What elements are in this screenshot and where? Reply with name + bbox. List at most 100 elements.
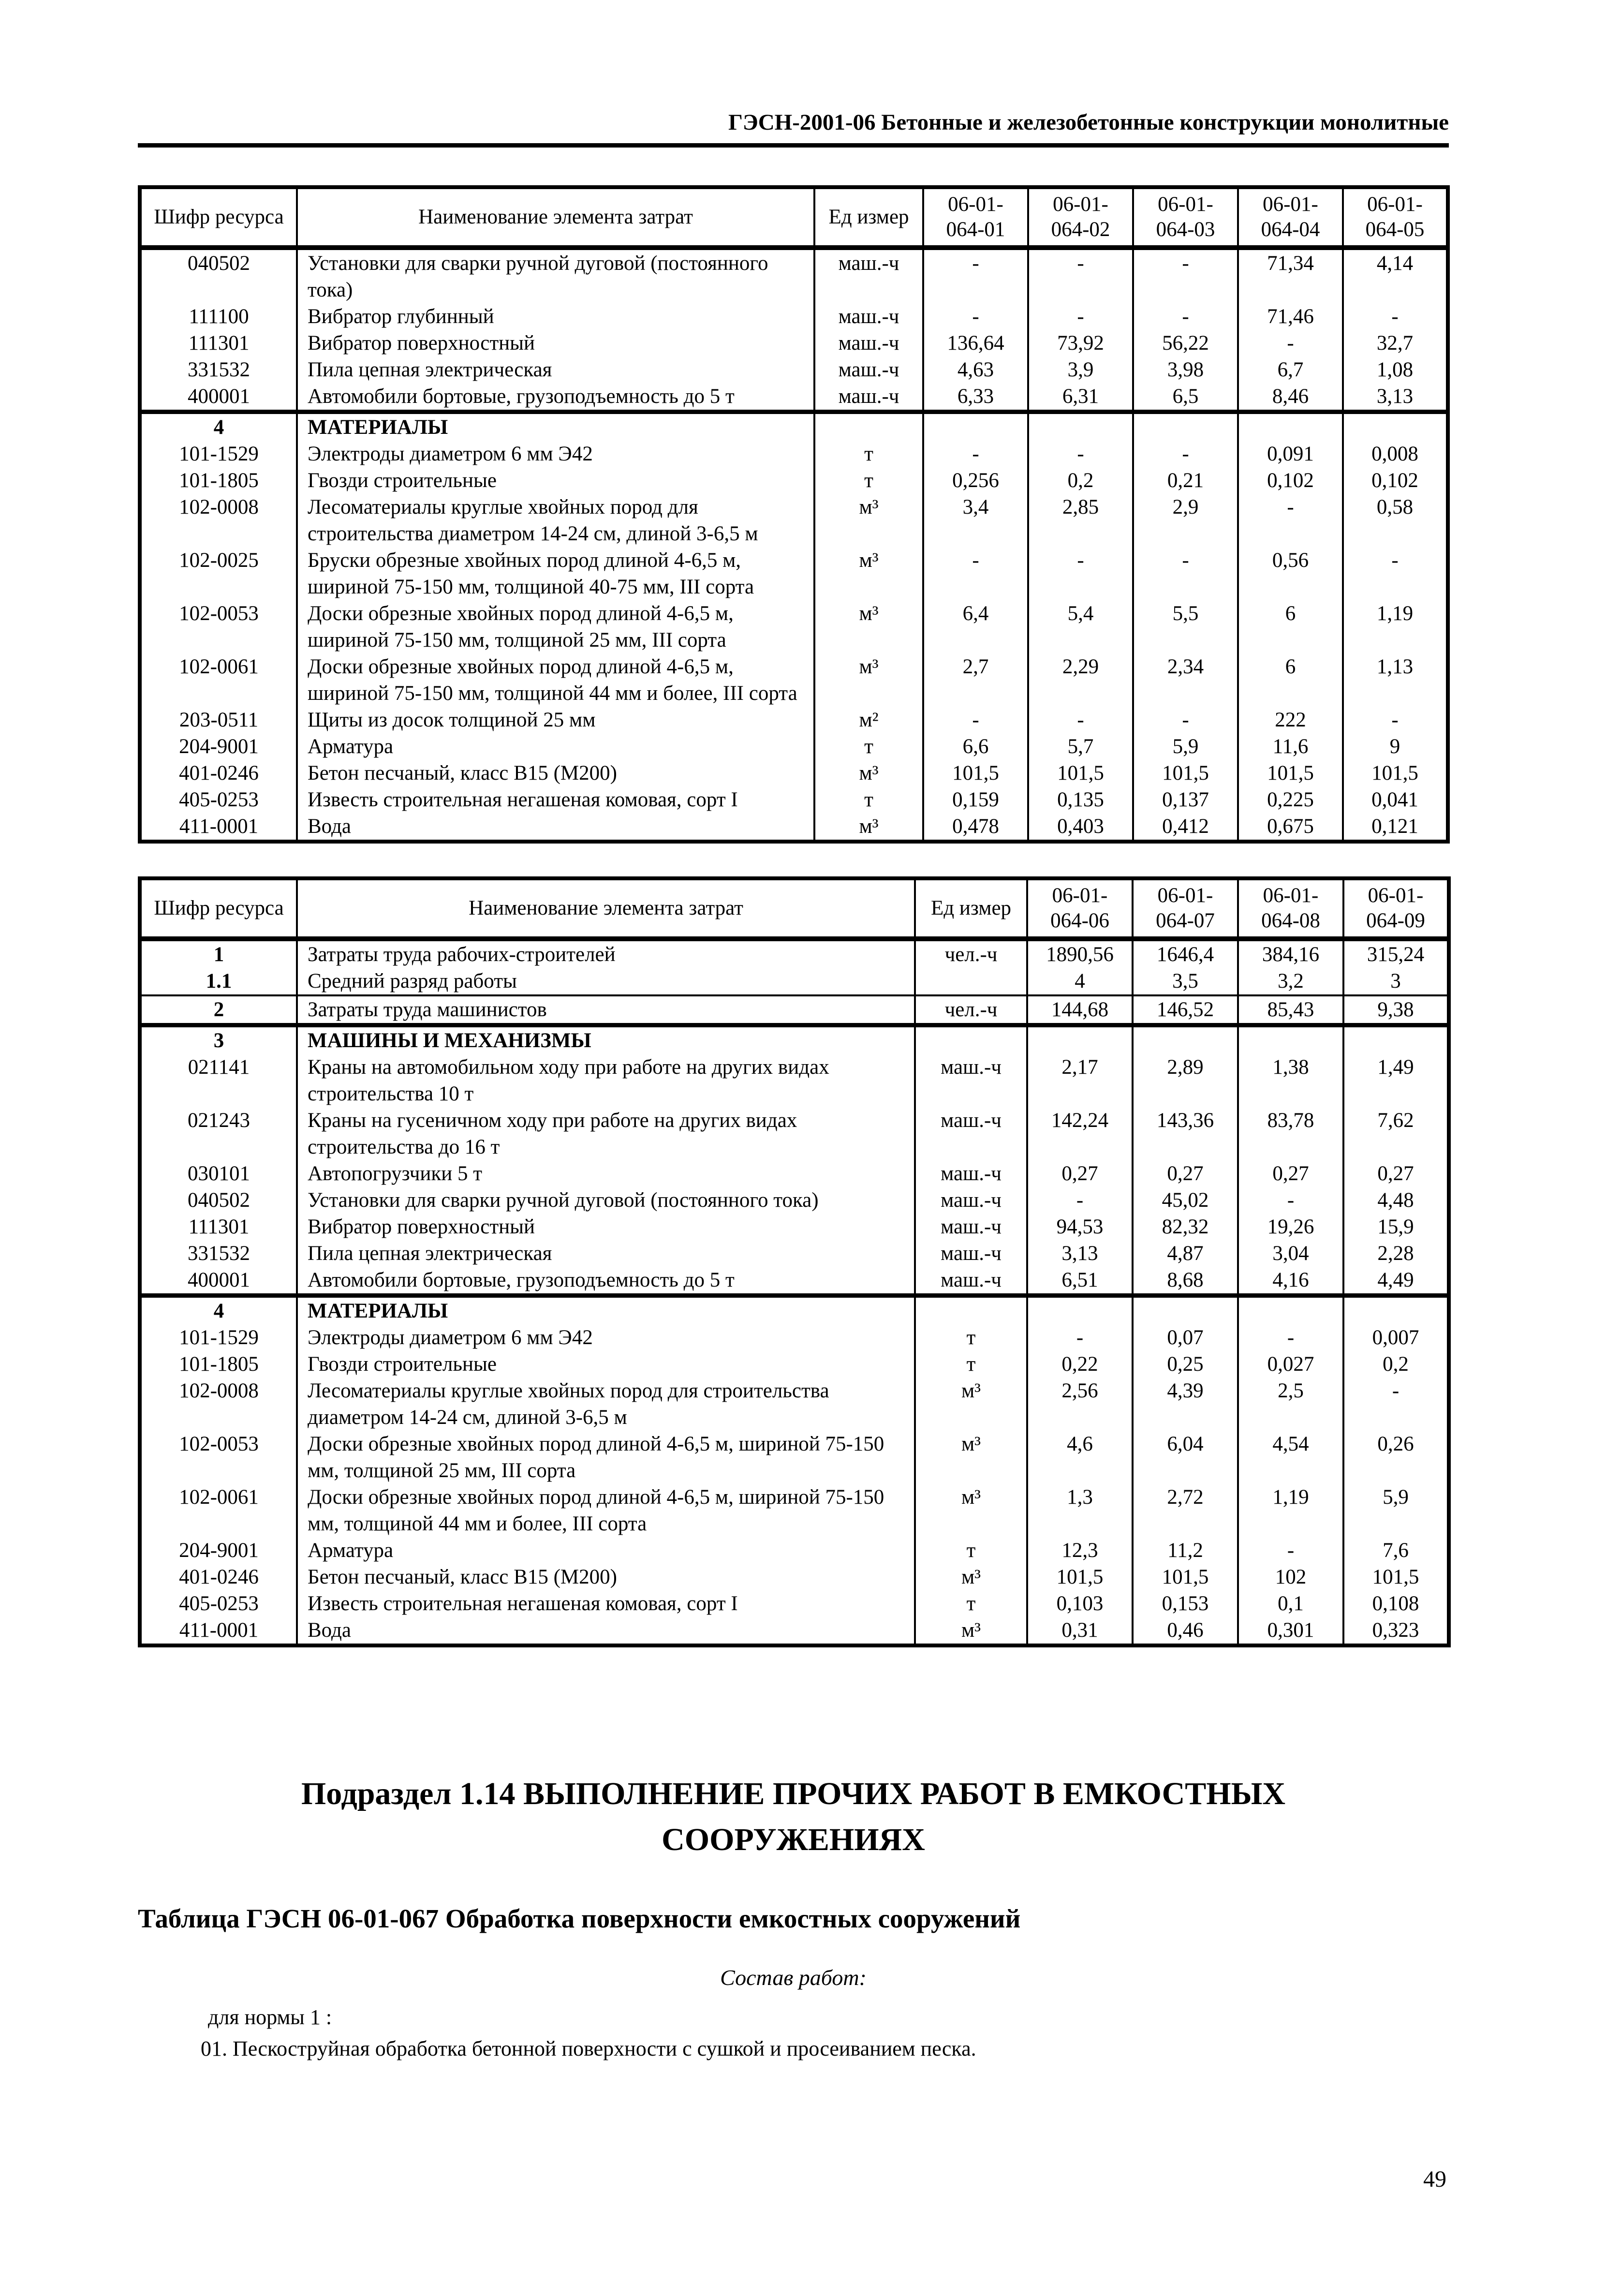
- resource-code-cell: 400001: [139, 1266, 298, 1296]
- resource-code-cell: 021243: [139, 1107, 298, 1160]
- header-row: Шифр ресурса Наименование элемента затрат…: [139, 187, 1449, 250]
- resource-code-cell: 101-1805: [139, 467, 298, 494]
- value-cell: 0,008: [1342, 440, 1449, 467]
- value-cell: -: [1027, 440, 1134, 467]
- value-cell: 19,26: [1237, 1213, 1344, 1240]
- cost-name-cell: Вода: [296, 813, 815, 842]
- cost-name-cell: Вибратор поверхностный: [296, 329, 815, 356]
- table-row: 102-0053 Доски обрезные хвойных пород дли…: [139, 600, 1449, 653]
- unit-cell: т: [914, 1590, 1028, 1617]
- value-cell: -: [1237, 493, 1344, 547]
- resource-code-cell: 405-0253: [139, 1590, 298, 1617]
- unit-cell: т: [813, 467, 924, 494]
- table-row: 111301 Вибратор поверхностный маш.-ч 94,53 8…: [139, 1213, 1450, 1240]
- unit-cell: [914, 1293, 1028, 1324]
- value-cell: 0,2: [1027, 467, 1134, 494]
- resource-code-cell: 021141: [139, 1053, 298, 1107]
- value-cell: 2,34: [1132, 653, 1239, 707]
- value-cell: 0,21: [1132, 467, 1239, 494]
- value-cell: -: [1342, 706, 1449, 733]
- cost-name-cell: Установки для сварки ручной дуговой (пос…: [296, 1186, 916, 1214]
- cost-name-cell: Арматура: [296, 733, 815, 760]
- norm-column-header: 06-01- 064-04: [1237, 187, 1344, 250]
- table-header: Шифр ресурса Наименование элемента затрат…: [139, 187, 1449, 250]
- value-cell: [1026, 1022, 1134, 1054]
- unit-cell: маш.-ч: [813, 303, 924, 330]
- unit-cell: т: [914, 1350, 1028, 1378]
- unit-cell: т: [813, 786, 924, 813]
- cost-name-cell: Бетон песчаный, класс В15 (М200): [296, 759, 815, 786]
- table-row: 101-1529 Электроды диаметром 6 мм Э42 т - - -…: [139, 440, 1449, 467]
- resource-code-cell: 401-0246: [139, 1563, 298, 1590]
- value-cell: -: [922, 706, 1029, 733]
- resource-code-cell: 405-0253: [139, 786, 298, 813]
- unit-cell: т: [813, 440, 924, 467]
- cost-table-064-01-05: Шифр ресурса Наименование элемента затрат…: [138, 185, 1450, 844]
- cost-name-cell: Автопогрузчики 5 т: [296, 1160, 916, 1187]
- norm-column-header: 06-01- 064-05: [1342, 187, 1449, 250]
- unit-cell: м³: [914, 1430, 1028, 1484]
- cost-name-cell: Краны на автомобильном ходу при работе н…: [296, 1053, 916, 1107]
- table-row: 040502 Установки для сварки ручной дугово…: [139, 1186, 1450, 1214]
- table-header: Шифр ресурса Наименование элемента затрат…: [139, 878, 1450, 941]
- value-cell: 0,153: [1132, 1590, 1239, 1617]
- value-cell: 9: [1342, 733, 1449, 760]
- table-row: 101-1805 Гвозди строительные т 0,256 0,2 0,21…: [139, 467, 1449, 494]
- cost-name-cell: Лесоматериалы круглые хвойных пород для …: [296, 493, 815, 547]
- value-cell: [1237, 1022, 1344, 1054]
- unit-cell: м³: [914, 1377, 1028, 1431]
- resource-code-cell: 4: [139, 409, 298, 441]
- table-row: 411-0001 Вода м³ 0,31 0,46 0,301 0,323: [139, 1616, 1450, 1645]
- value-cell: 3,98: [1132, 356, 1239, 383]
- value-cell: -: [922, 247, 1029, 303]
- table-row: 021243 Краны на гусеничном ходу при работ…: [139, 1107, 1450, 1160]
- value-cell: 8,46: [1237, 383, 1344, 412]
- value-cell: 4,6: [1026, 1430, 1134, 1484]
- table-row: 040502 Установки для сварки ручной дугово…: [139, 247, 1449, 303]
- value-cell: 0,27: [1237, 1160, 1344, 1187]
- value-cell: 32,7: [1342, 329, 1449, 356]
- value-cell: 6,5: [1132, 383, 1239, 412]
- resource-code-cell: 4: [139, 1293, 298, 1324]
- resource-code-cell: 1.1: [139, 967, 298, 995]
- value-cell: 0,135: [1027, 786, 1134, 813]
- value-cell: 6,04: [1132, 1430, 1239, 1484]
- resource-code-cell: 411-0001: [139, 813, 298, 842]
- value-cell: 6,7: [1237, 356, 1344, 383]
- value-cell: 2,56: [1026, 1377, 1134, 1431]
- unit-cell: м²: [813, 706, 924, 733]
- value-cell: -: [1237, 1324, 1344, 1351]
- resource-code-cell: 040502: [139, 247, 298, 303]
- cost-name-cell: Доски обрезные хвойных пород длиной 4-6,…: [296, 1430, 916, 1484]
- value-cell: 85,43: [1237, 994, 1344, 1025]
- table-row: 102-0025 Бруски обрезные хвойных пород дл…: [139, 547, 1449, 600]
- value-cell: 0,102: [1342, 467, 1449, 494]
- value-cell: 2,85: [1027, 493, 1134, 547]
- value-cell: 4,14: [1342, 247, 1449, 303]
- value-cell: -: [1342, 547, 1449, 600]
- resource-code-cell: 1: [139, 938, 298, 968]
- value-cell: 1,49: [1342, 1053, 1450, 1107]
- value-cell: 0,25: [1132, 1350, 1239, 1378]
- value-cell: [1342, 1293, 1450, 1324]
- resource-code-cell: 111100: [139, 303, 298, 330]
- unit-cell: маш.-ч: [914, 1266, 1028, 1296]
- value-cell: 0,56: [1237, 547, 1344, 600]
- table-row: 102-0008 Лесоматериалы круглые хвойных по…: [139, 1377, 1450, 1431]
- value-cell: [1132, 1022, 1239, 1054]
- works-composition-title: Состав работ:: [720, 1965, 867, 1990]
- value-cell: 0,412: [1132, 813, 1239, 842]
- value-cell: [1237, 1293, 1344, 1324]
- value-cell: 0,27: [1026, 1160, 1134, 1187]
- unit-cell: чел.-ч: [914, 938, 1028, 968]
- value-cell: 1,3: [1026, 1483, 1134, 1537]
- value-cell: -: [1132, 303, 1239, 330]
- cost-name-header: Наименование элемента затрат: [296, 187, 815, 250]
- table-row: 401-0246 Бетон песчаный, класс В15 (М200)…: [139, 759, 1449, 786]
- table-row: 111301 Вибратор поверхностный маш.-ч 136,64…: [139, 329, 1449, 356]
- unit-cell: т: [914, 1537, 1028, 1564]
- value-cell: 1,13: [1342, 653, 1449, 707]
- table-row: 405-0253 Известь строительная негашеная к…: [139, 1590, 1450, 1617]
- value-cell: 6,6: [922, 733, 1029, 760]
- value-cell: 1890,56: [1026, 938, 1134, 968]
